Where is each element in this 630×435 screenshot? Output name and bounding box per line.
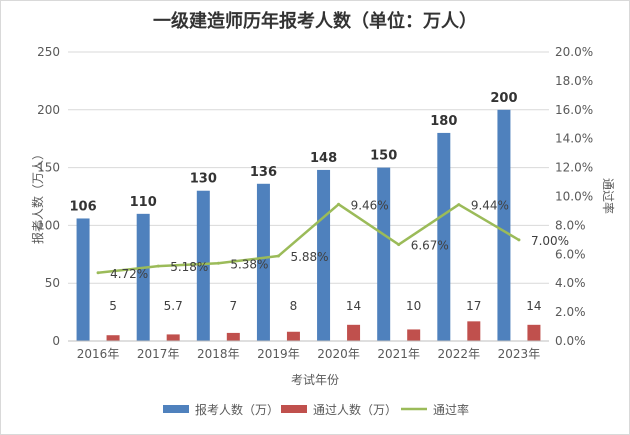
bar-applicants <box>136 213 150 341</box>
rate-line-group <box>96 202 521 275</box>
bar-applicants-label: 110 <box>130 195 157 210</box>
y2-tick-label: 2.0% <box>555 305 586 319</box>
x-tick-label: 2017年 <box>137 347 180 361</box>
rate-point <box>96 271 100 275</box>
x-tick-label: 2016年 <box>77 347 120 361</box>
legend-label: 通过人数（万） <box>313 402 397 417</box>
rate-point <box>517 238 521 242</box>
bar-applicants <box>437 132 451 341</box>
axes-group: 0 50 100 150 200 250 0.0% 2.0% 4.0% 6.0% 8.0% 10.0%… <box>37 45 593 361</box>
rate-label: 5.38% <box>230 257 268 271</box>
bar-passed <box>527 324 541 341</box>
bar-applicants <box>377 167 391 341</box>
bar-applicants <box>256 183 270 341</box>
bar-applicants-label: 180 <box>430 114 457 129</box>
legend-swatch <box>163 405 189 413</box>
rate-label: 6.67% <box>411 239 449 253</box>
rate-label: 9.46% <box>351 198 389 212</box>
bar-passed-label: 10 <box>406 299 421 313</box>
y2-tick-label: 6.0% <box>555 247 586 261</box>
bar-applicants-label: 148 <box>310 151 337 166</box>
rate-point <box>156 264 160 268</box>
bar-applicants-label: 150 <box>370 149 397 164</box>
bar-applicants <box>76 218 90 341</box>
y2-tick-label: 18.0% <box>555 74 593 88</box>
rate-label: 4.72% <box>110 267 148 281</box>
bar-applicants-label: 200 <box>490 91 517 106</box>
y-tick-label: 100 <box>37 218 60 232</box>
bar-passed-label: 8 <box>290 299 298 313</box>
bar-passed-label: 7 <box>229 299 237 313</box>
x-tick-label: 2020年 <box>317 347 360 361</box>
bar-applicants <box>497 109 511 341</box>
bar-passed <box>166 334 180 341</box>
x-tick-label: 2021年 <box>377 347 420 361</box>
rate-point <box>457 203 461 207</box>
bar-passed-label: 14 <box>526 299 541 313</box>
y2-tick-label: 8.0% <box>555 218 586 232</box>
bar-passed <box>407 329 421 341</box>
bar-passed <box>467 321 481 341</box>
bar-passed-label: 17 <box>466 299 481 313</box>
y2-tick-label: 16.0% <box>555 103 593 117</box>
legend-swatch <box>281 405 307 413</box>
y-axis-title: 报考人数（万人） <box>30 148 45 244</box>
bar-passed <box>226 332 240 341</box>
y2-axis-title: 通过率 <box>601 178 616 214</box>
rate-line <box>97 203 520 275</box>
legend: 报考人数（万） 通过人数（万） 通过率 <box>163 402 469 417</box>
bar-passed <box>347 324 361 341</box>
y-tick-label: 250 <box>37 45 60 59</box>
data-labels-group: 106 5 110 5.7 130 7 136 8 148 14 150 10 180 17 200 14 4.… <box>69 91 569 313</box>
rate-point <box>216 261 220 265</box>
bar-applicants-label: 136 <box>250 165 277 180</box>
y-tick-label: 200 <box>37 103 60 117</box>
rate-point <box>276 254 280 258</box>
legend-label: 通过率 <box>433 402 469 417</box>
y2-tick-label: 20.0% <box>555 45 593 59</box>
bar-passed-label: 5.7 <box>164 299 183 313</box>
rate-point <box>397 243 401 247</box>
y2-tick-label: 14.0% <box>555 132 593 146</box>
rate-label: 5.88% <box>290 250 328 264</box>
x-tick-label: 2022年 <box>438 347 481 361</box>
y2-tick-label: 10.0% <box>555 190 593 204</box>
y-tick-label: 0 <box>52 334 60 348</box>
rate-label: 5.18% <box>170 260 208 274</box>
legend-label: 报考人数（万） <box>195 402 279 417</box>
y-tick-label: 150 <box>37 161 60 175</box>
bar-applicants-label: 130 <box>190 172 217 187</box>
bar-passed-label: 5 <box>109 299 117 313</box>
bars-group <box>76 109 541 341</box>
rate-label: 7.00% <box>531 234 569 248</box>
chart-title: 一级建造师历年报考人数（单位：万人） <box>153 10 477 32</box>
x-tick-label: 2023年 <box>498 347 541 361</box>
bar-passed <box>286 331 300 341</box>
x-tick-label: 2018年 <box>197 347 240 361</box>
x-axis-title: 考试年份 <box>291 372 339 387</box>
y2-tick-label: 12.0% <box>555 161 593 175</box>
y-tick-label: 50 <box>45 276 60 290</box>
bar-applicants-label: 106 <box>69 199 96 214</box>
rate-point <box>337 202 341 206</box>
x-tick-label: 2019年 <box>257 347 300 361</box>
bar-passed-label: 14 <box>346 299 361 313</box>
y2-tick-label: 4.0% <box>555 276 586 290</box>
bar-passed <box>106 335 120 341</box>
bar-applicants <box>317 169 331 341</box>
bar-applicants <box>196 190 210 341</box>
y2-tick-label: 0.0% <box>555 334 586 348</box>
rate-label: 9.44% <box>471 199 509 213</box>
